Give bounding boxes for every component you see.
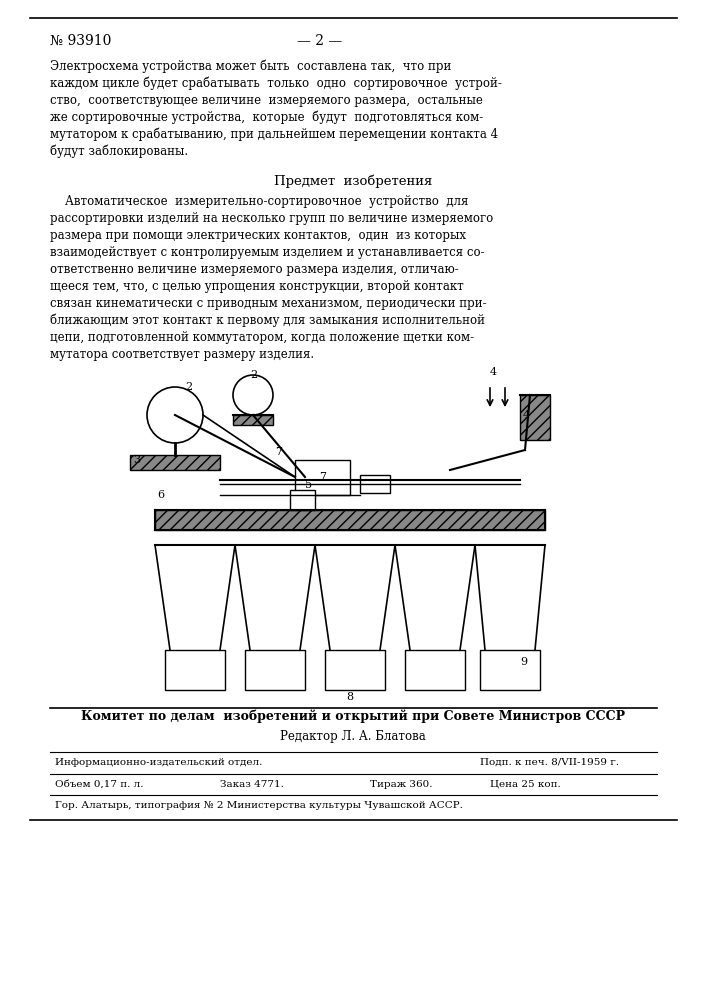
Text: 7: 7 <box>275 447 282 457</box>
Polygon shape <box>520 395 550 440</box>
Text: рассортировки изделий на несколько групп по величине измеряемого: рассортировки изделий на несколько групп… <box>50 212 493 225</box>
Text: Заказ 4771.: Заказ 4771. <box>220 780 284 789</box>
Text: Комитет по делам  изобретений и открытий при Совете Министров СССР: Комитет по делам изобретений и открытий … <box>81 710 625 723</box>
Bar <box>155 510 545 530</box>
Text: 7: 7 <box>319 473 326 483</box>
Text: Редактор Л. А. Блатова: Редактор Л. А. Блатова <box>280 730 426 743</box>
Text: взаимодействует с контролируемым изделием и устанавливается со-: взаимодействует с контролируемым изделие… <box>50 246 484 259</box>
Text: будут заблокированы.: будут заблокированы. <box>50 144 188 158</box>
Circle shape <box>233 375 273 415</box>
Text: Автоматическое  измерительно-сортировочное  устройство  для: Автоматическое измерительно-сортировочно… <box>50 195 468 208</box>
Bar <box>165 650 225 690</box>
Polygon shape <box>233 415 273 425</box>
Text: 4: 4 <box>523 410 530 420</box>
Text: мутатором к срабатыванию, при дальнейшем перемещении контакта 4: мутатором к срабатыванию, при дальнейшем… <box>50 127 498 141</box>
Text: 6: 6 <box>157 490 164 500</box>
Text: 9: 9 <box>520 657 527 667</box>
Text: связан кинематически с приводным механизмом, периодически при-: связан кинематически с приводным механиз… <box>50 297 486 310</box>
Text: Предмет  изобретения: Предмет изобретения <box>274 174 432 188</box>
Text: 3: 3 <box>133 455 140 465</box>
Circle shape <box>147 387 203 443</box>
Text: № 93910: № 93910 <box>50 34 112 48</box>
Text: ство,  соответствующее величине  измеряемого размера,  остальные: ство, соответствующее величине измеряемо… <box>50 94 483 107</box>
Text: ближающим этот контакт к первому для замыкания исполнительной: ближающим этот контакт к первому для зам… <box>50 314 485 327</box>
Text: 2: 2 <box>250 370 257 380</box>
Bar <box>360 475 390 493</box>
Text: Электросхема устройства может быть  составлена так,  что при: Электросхема устройства может быть соста… <box>50 60 451 73</box>
Text: 4: 4 <box>490 367 497 377</box>
Text: ответственно величине измеряемого размера изделия, отличаю-: ответственно величине измеряемого размер… <box>50 263 459 276</box>
Text: Объем 0,17 п. л.: Объем 0,17 п. л. <box>55 780 144 789</box>
Bar <box>290 490 315 510</box>
Text: Цена 25 коп.: Цена 25 коп. <box>490 780 561 789</box>
Bar <box>405 650 465 690</box>
Bar <box>325 650 385 690</box>
Bar <box>245 650 305 690</box>
Text: 2: 2 <box>185 382 192 392</box>
Text: 5: 5 <box>305 480 312 490</box>
Text: цепи, подготовленной коммутатором, когда положение щетки ком-: цепи, подготовленной коммутатором, когда… <box>50 331 474 344</box>
Text: Гор. Алатырь, типография № 2 Министерства культуры Чувашской АССР.: Гор. Алатырь, типография № 2 Министерств… <box>55 801 463 810</box>
Text: Информационно-издательский отдел.: Информационно-издательский отдел. <box>55 758 262 767</box>
Text: — 2 —: — 2 — <box>298 34 343 48</box>
Text: мутатора соответствует размеру изделия.: мутатора соответствует размеру изделия. <box>50 348 314 361</box>
Text: Подп. к печ. 8/VII-1959 г.: Подп. к печ. 8/VII-1959 г. <box>480 758 619 767</box>
Text: щееся тем, что, с целью упрощения конструкции, второй контакт: щееся тем, что, с целью упрощения констр… <box>50 280 464 293</box>
Bar <box>295 460 350 495</box>
Bar <box>480 650 540 690</box>
Text: каждом цикле будет срабатывать  только  одно  сортировочное  устрой-: каждом цикле будет срабатывать только од… <box>50 77 502 90</box>
Text: же сортировочные устройства,  которые  будут  подготовляться ком-: же сортировочные устройства, которые буд… <box>50 110 484 124</box>
Text: Тираж 360.: Тираж 360. <box>370 780 433 789</box>
Polygon shape <box>130 455 220 470</box>
Text: 8: 8 <box>346 692 354 702</box>
Text: размера при помощи электрических контактов,  один  из которых: размера при помощи электрических контакт… <box>50 229 466 242</box>
